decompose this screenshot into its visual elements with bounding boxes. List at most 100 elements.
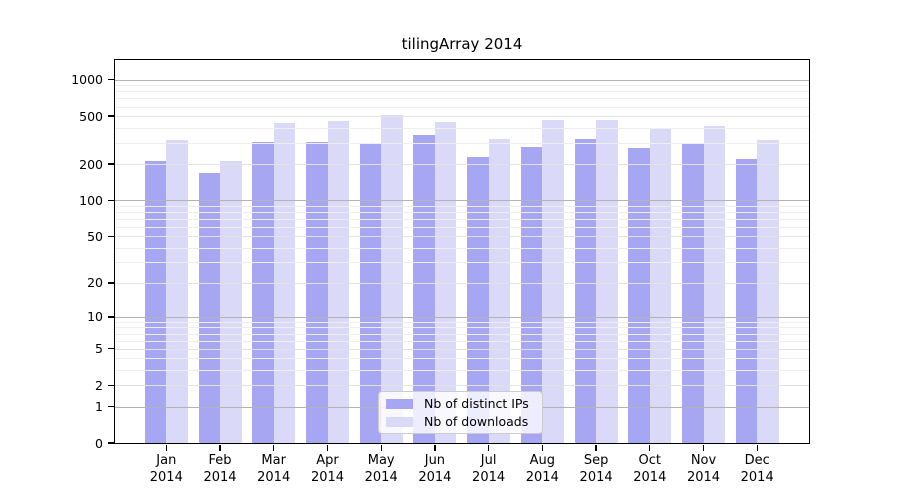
y-tick-mark-100 xyxy=(107,199,115,201)
legend-swatch-downloads xyxy=(386,416,413,427)
y-tick-mark-1 xyxy=(107,405,115,408)
bar-distinct-ips-oct xyxy=(628,148,650,443)
bar-downloads-dec xyxy=(757,140,779,443)
x-tick-mark-sep xyxy=(595,444,597,451)
bar-downloads-aug xyxy=(542,120,564,443)
gridline-minor-300 xyxy=(115,142,809,144)
bar-downloads-jan xyxy=(166,140,188,443)
x-tick-label-mar: Mar 2014 xyxy=(257,453,291,485)
bar-downloads-feb xyxy=(220,161,242,443)
legend-label-distinct-ips: Nb of distinct IPs xyxy=(424,396,529,411)
y-tick-label-5: 5 xyxy=(95,341,103,357)
chart-title: tilingArray 2014 xyxy=(401,35,523,53)
x-tick-mark-jun xyxy=(434,444,436,451)
y-tick-label-200: 200 xyxy=(79,156,103,172)
gridline-minor-90 xyxy=(115,205,809,207)
y-tick-mark-500 xyxy=(107,115,115,117)
gridline-minor-3 xyxy=(115,370,809,372)
bar-downloads-oct xyxy=(649,128,672,443)
gridline-major-200 xyxy=(115,164,809,166)
legend-item-downloads: Nb of downloads xyxy=(386,414,542,429)
gridline-minor-8 xyxy=(115,327,809,329)
y-tick-label-20: 20 xyxy=(87,275,103,291)
gridline-decade-100 xyxy=(115,200,809,202)
bar-downloads-nov xyxy=(703,125,725,443)
x-tick-mark-mar xyxy=(273,444,275,451)
y-tick-mark-0 xyxy=(107,442,115,444)
gridline-minor-40 xyxy=(115,247,809,249)
gridline-minor-30 xyxy=(115,262,809,264)
y-tick-label-100: 100 xyxy=(79,192,103,208)
x-tick-label-feb: Feb 2014 xyxy=(203,453,237,485)
plot-area xyxy=(115,60,809,443)
legend: Nb of distinct IPs Nb of downloads xyxy=(378,391,543,434)
bar-distinct-ips-sep xyxy=(574,138,597,443)
bar-distinct-ips-mar xyxy=(252,142,274,443)
gridline-minor-9 xyxy=(115,321,809,323)
x-tick-label-apr: Apr 2014 xyxy=(310,453,345,485)
bar-distinct-ips-nov xyxy=(682,143,704,443)
x-tick-label-dec: Dec 2014 xyxy=(740,453,774,485)
gridline-major-20 xyxy=(115,282,809,284)
y-tick-mark-5 xyxy=(107,348,115,350)
legend-swatch-distinct-ips xyxy=(386,398,413,409)
y-tick-label-50: 50 xyxy=(87,228,103,244)
y-tick-label-500: 500 xyxy=(79,108,103,124)
x-tick-mark-feb xyxy=(219,444,221,451)
y-tick-label-1: 1 xyxy=(95,399,103,414)
gridline-minor-800 xyxy=(115,91,809,93)
y-tick-mark-2 xyxy=(107,384,115,386)
gridline-minor-900 xyxy=(115,85,809,87)
gridline-major-5 xyxy=(115,348,809,350)
gridline-major-2 xyxy=(115,385,809,387)
gridline-major-50 xyxy=(115,236,809,238)
x-tick-label-jun: Jun 2014 xyxy=(418,453,452,485)
x-tick-mark-dec xyxy=(756,444,758,451)
gridline-minor-4 xyxy=(115,358,809,360)
gridline-minor-700 xyxy=(115,98,809,100)
y-tick-label-10: 10 xyxy=(87,309,103,325)
bar-distinct-ips-jul xyxy=(467,157,489,443)
gridline-major-500 xyxy=(115,116,809,117)
x-tick-label-jul: Jul 2014 xyxy=(472,453,506,485)
gridline-minor-60 xyxy=(115,226,809,228)
bar-downloads-may xyxy=(381,115,403,443)
gridline-minor-80 xyxy=(115,211,809,213)
x-tick-mark-oct xyxy=(649,444,651,451)
x-tick-label-sep: Sep 2014 xyxy=(579,453,613,485)
bar-distinct-ips-dec xyxy=(735,159,758,443)
legend-label-downloads: Nb of downloads xyxy=(424,414,529,429)
x-tick-mark-nov xyxy=(702,444,705,451)
gridline-minor-6 xyxy=(115,340,809,342)
x-tick-mark-jan xyxy=(165,444,167,451)
bar-distinct-ips-aug xyxy=(520,147,543,443)
gridline-minor-7 xyxy=(115,333,809,335)
y-tick-mark-50 xyxy=(107,235,115,237)
y-tick-mark-20 xyxy=(107,282,115,284)
bar-downloads-apr xyxy=(327,121,349,443)
y-tick-label-0: 0 xyxy=(95,435,103,451)
bar-downloads-jun xyxy=(434,121,457,443)
bar-distinct-ips-apr xyxy=(306,141,328,443)
x-tick-mark-jul xyxy=(487,444,490,451)
y-tick-mark-200 xyxy=(107,163,115,165)
gridline-minor-600 xyxy=(115,106,809,108)
x-tick-label-may: May 2014 xyxy=(364,453,398,485)
gridline-decade-10 xyxy=(115,316,809,318)
gridline-decade-1000 xyxy=(115,79,809,81)
x-tick-mark-may xyxy=(380,444,382,451)
bar-downloads-sep xyxy=(596,119,618,443)
bar-distinct-ips-jan xyxy=(144,160,167,443)
x-tick-mark-aug xyxy=(541,444,543,451)
x-tick-mark-apr xyxy=(326,444,329,451)
x-tick-label-nov: Nov 2014 xyxy=(686,453,721,485)
x-tick-label-oct: Oct 2014 xyxy=(633,453,667,485)
y-tick-mark-1000 xyxy=(107,78,115,81)
bar-downloads-jul xyxy=(488,138,511,443)
legend-item-distinct-ips: Nb of distinct IPs xyxy=(386,396,542,411)
bar-distinct-ips-feb xyxy=(198,172,220,443)
y-tick-mark-10 xyxy=(107,316,115,318)
gridline-minor-70 xyxy=(115,218,809,220)
x-tick-label-aug: Aug 2014 xyxy=(525,453,559,485)
